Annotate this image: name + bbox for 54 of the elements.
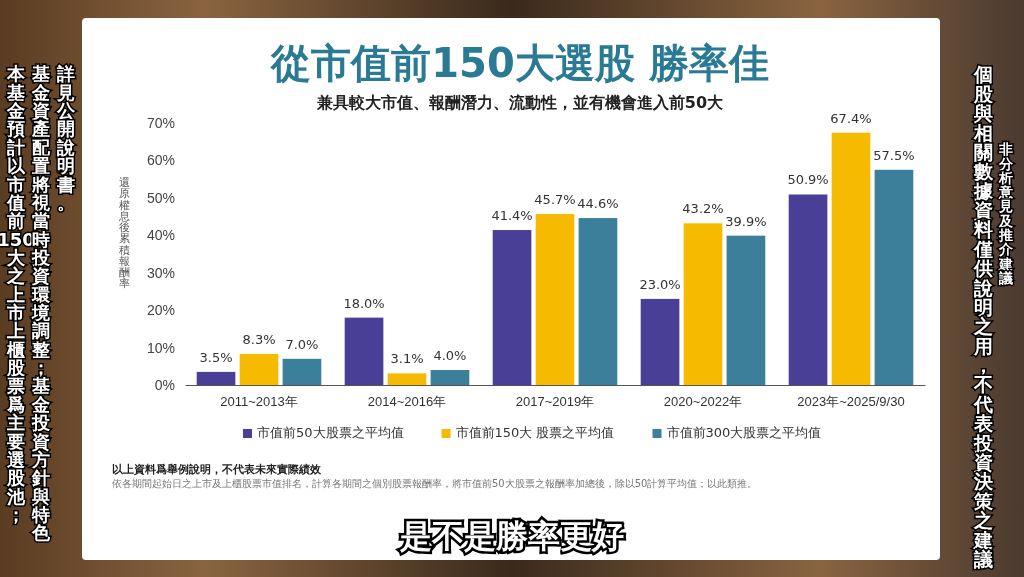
y-tick-label: 40% — [146, 227, 175, 244]
bar — [344, 317, 384, 385]
data-label: 50.9% — [787, 172, 829, 188]
bar — [387, 373, 427, 385]
text: 非分析意見及推介建議 — [999, 141, 1013, 286]
data-label: 57.5% — [873, 147, 915, 163]
bar — [726, 235, 766, 385]
bar — [874, 169, 914, 385]
bar — [578, 218, 618, 385]
text: 個股與相關數據資料僅供說明之用，不代表投資決策之建議 — [973, 63, 993, 570]
chart-subtitle: 兼具較大市值、報酬潛力、流動性，並有機會進入前50大 — [315, 93, 725, 112]
bar — [239, 353, 279, 385]
data-label: 18.0% — [343, 295, 385, 311]
bar — [492, 230, 532, 385]
y-tick-label: 60% — [146, 152, 175, 169]
legend-label: 市值前50大股票之平均值 — [257, 425, 404, 440]
data-label: 23.0% — [639, 276, 681, 292]
bar — [683, 223, 723, 385]
data-label: 8.3% — [242, 331, 276, 347]
y-tick-label: 70% — [146, 114, 175, 131]
text: 依各期間起始日之上市及上櫃股票市值排名，計算各期間之個別股票報酬率，將市值前50大股票之報酬率加總後，除以50計算平均值；以此類推。 — [112, 477, 759, 490]
data-label: 3.5% — [199, 349, 233, 365]
y-tick-label: 50% — [146, 189, 175, 206]
x-tick-label: 2023年~2025/9/30 — [797, 394, 905, 410]
data-label: 3.1% — [390, 351, 424, 367]
data-label: 45.7% — [534, 191, 576, 207]
data-label: 67.4% — [830, 110, 872, 126]
bar — [640, 298, 680, 385]
bar — [282, 358, 322, 385]
x-tick-label: 2014~2016年 — [367, 394, 447, 410]
text: 以上資料爲舉例說明，不代表未來實際績效 — [112, 463, 322, 476]
legend-label: 市值前150大 股票之平均值 — [455, 425, 615, 440]
text: 還原權息後累積報酬率 — [118, 176, 130, 291]
bar — [430, 370, 470, 385]
data-label: 7.0% — [285, 336, 319, 352]
x-tick-label: 2017~2019年 — [515, 394, 595, 410]
bar — [831, 132, 871, 385]
data-label: 4.0% — [433, 348, 467, 364]
y-tick-label: 0% — [154, 376, 175, 393]
x-tick-label: 2020~2022年 — [663, 394, 743, 410]
chart-title: 從市值前150大選股 勝率佳 — [270, 40, 769, 86]
y-tick-label: 10% — [146, 339, 175, 356]
x-tick-label: 2011~2013年 — [220, 394, 298, 410]
text: 詳見公開說明書。 — [56, 63, 76, 213]
bar — [535, 213, 575, 385]
legend-label: 市值前300大股票之平均值 — [666, 425, 822, 440]
data-label: 41.4% — [491, 208, 533, 224]
y-tick-label: 30% — [146, 264, 175, 281]
bar — [196, 371, 236, 385]
bar — [788, 194, 828, 385]
data-label: 44.6% — [577, 196, 619, 212]
data-label: 43.2% — [682, 201, 724, 217]
y-tick-label: 20% — [146, 302, 175, 319]
data-label: 39.9% — [725, 213, 767, 229]
